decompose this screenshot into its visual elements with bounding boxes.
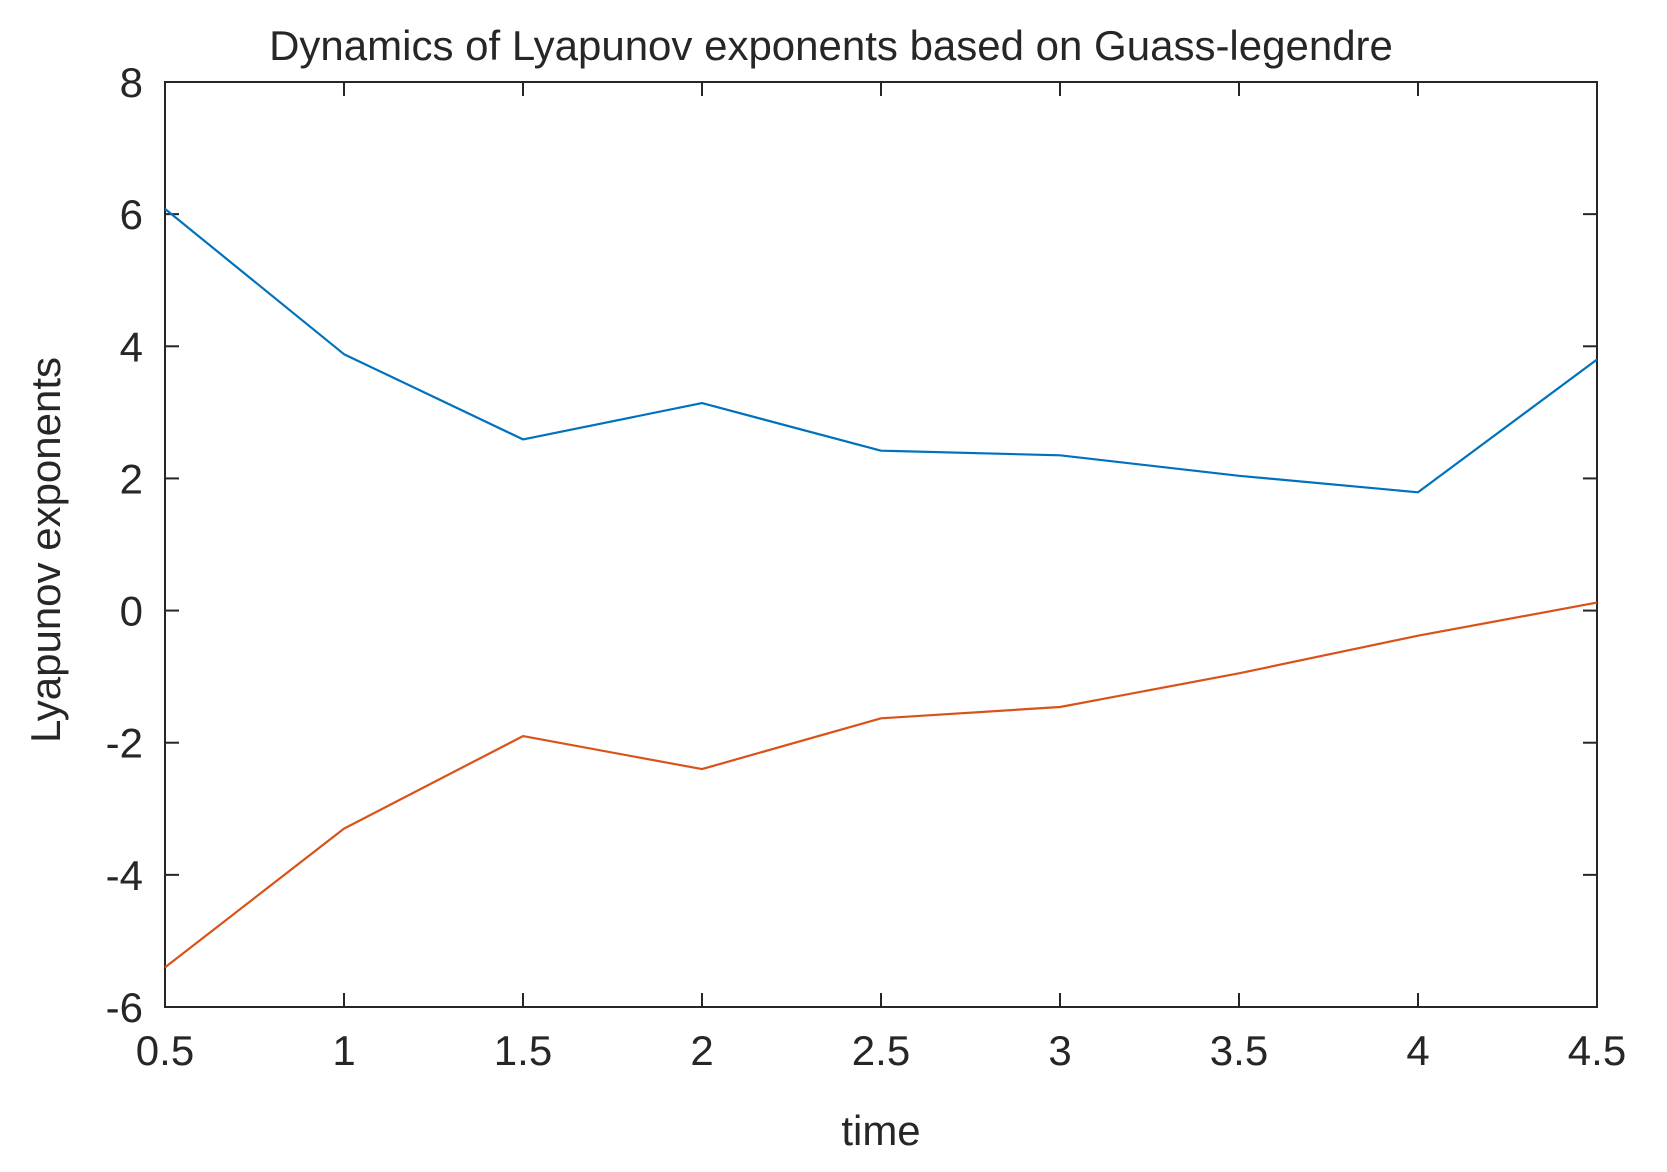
y-tick-label: 8 [120,59,143,106]
series-line-1 [164,208,1598,494]
x-tick-label: 2 [690,1027,713,1074]
plot-area: 0.5 1 1.5 2 2.5 3 3.5 4 4.5 -6 -4 -2 0 2 4 6 8 [106,59,1627,1074]
y-axis-title: Lyapunov exponents [22,357,69,743]
x-tick-label: 4.5 [1568,1027,1626,1074]
y-tick-label: 2 [120,455,143,502]
x-tick-label: 4 [1406,1027,1429,1074]
x-tick-label: 2.5 [852,1027,910,1074]
x-axis-title: time [841,1107,920,1154]
y-tick-label: 0 [120,588,143,635]
x-tick-label: 1.5 [494,1027,552,1074]
x-tick-label: 3 [1048,1027,1071,1074]
y-tick-label: 6 [120,191,143,238]
x-tick-label: 3.5 [1210,1027,1268,1074]
chart-title: Dynamics of Lyapunov exponents based on … [269,22,1393,69]
x-tick-label: 0.5 [136,1027,194,1074]
y-tick-label: -4 [106,852,143,899]
y-tick-label: -2 [106,720,143,767]
y-tick-label: 4 [120,323,143,370]
x-tick-label: 1 [332,1027,355,1074]
y-tick-label: -6 [106,984,143,1031]
series-line-2 [164,601,1598,969]
